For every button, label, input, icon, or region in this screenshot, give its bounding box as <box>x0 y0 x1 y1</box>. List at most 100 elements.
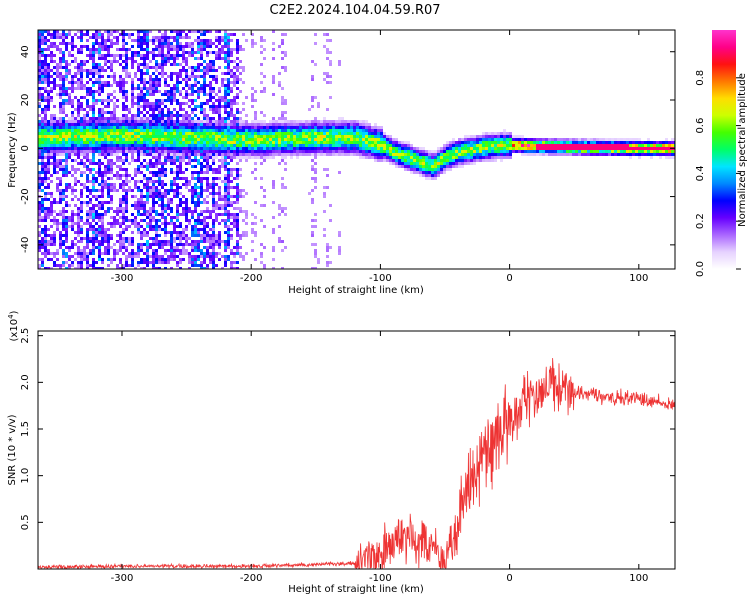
heatmap-cell <box>371 147 374 150</box>
heatmap-cell <box>218 159 221 162</box>
heatmap-cell <box>41 246 44 249</box>
heatmap-cell <box>65 60 68 63</box>
heatmap-cell <box>128 111 131 114</box>
heatmap-cell <box>44 231 47 234</box>
heatmap-cell <box>383 138 386 141</box>
heatmap-cell <box>425 165 428 168</box>
heatmap-cell <box>140 243 143 246</box>
heatmap-cell <box>359 123 362 126</box>
heatmap-cell <box>161 63 164 66</box>
heatmap-cell <box>494 141 497 144</box>
heatmap-cell <box>53 237 56 240</box>
heatmap-cell <box>230 72 233 75</box>
heatmap-cell <box>224 225 227 228</box>
heatmap-cell <box>176 123 179 126</box>
heatmap-cell <box>431 174 434 177</box>
heatmap-cell <box>335 126 338 129</box>
heatmap-cell <box>242 120 245 123</box>
heatmap-cell <box>83 114 86 117</box>
heatmap-cell <box>350 144 353 147</box>
heatmap-cell <box>344 120 347 123</box>
heatmap-cell <box>296 123 299 126</box>
heatmap-cell <box>170 42 173 45</box>
heatmap-cell <box>215 153 218 156</box>
heatmap-cell <box>305 141 308 144</box>
heatmap-cell <box>338 234 341 237</box>
heatmap-cell <box>107 171 110 174</box>
heatmap-cell <box>188 99 191 102</box>
heatmap-cell <box>212 225 215 228</box>
heatmap-cell <box>500 156 503 159</box>
heatmap-cell <box>311 219 314 222</box>
heatmap-cell <box>503 132 506 135</box>
heatmap-cell <box>176 255 179 258</box>
heatmap-cell <box>65 114 68 117</box>
heatmap-cell <box>173 120 176 123</box>
heatmap-cell <box>44 69 47 72</box>
heatmap-cell <box>83 96 86 99</box>
heatmap-cell <box>71 186 74 189</box>
heatmap-cell <box>104 141 107 144</box>
heatmap-cell <box>74 231 77 234</box>
heatmap-cell <box>38 225 41 228</box>
heatmap-cell <box>212 102 215 105</box>
heatmap-cell <box>251 135 254 138</box>
heatmap-cell <box>164 195 167 198</box>
heatmap-cell <box>401 141 404 144</box>
heatmap-cell <box>146 180 149 183</box>
heatmap-cell <box>173 153 176 156</box>
heatmap-cell <box>329 63 332 66</box>
heatmap-cell <box>116 264 119 267</box>
heatmap-cell <box>455 150 458 153</box>
heatmap-cell <box>227 255 230 258</box>
heatmap-cell <box>203 261 206 264</box>
heatmap-cell <box>233 141 236 144</box>
heatmap-cell <box>242 150 245 153</box>
heatmap-cell <box>107 117 110 120</box>
heatmap-cell <box>338 63 341 66</box>
heatmap-cell <box>77 84 80 87</box>
heatmap-cell <box>56 126 59 129</box>
heatmap-cell <box>41 252 44 255</box>
heatmap-cell <box>167 147 170 150</box>
heatmap-cell <box>185 228 188 231</box>
heatmap-cell <box>86 195 89 198</box>
heatmap-cell <box>44 96 47 99</box>
heatmap-cell <box>413 150 416 153</box>
heatmap-cell <box>137 66 140 69</box>
heatmap-cell <box>314 141 317 144</box>
heatmap-cell <box>251 45 254 48</box>
heatmap-cell <box>233 81 236 84</box>
heatmap-cell <box>431 162 434 165</box>
heatmap-cell <box>134 180 137 183</box>
heatmap-cell <box>500 150 503 153</box>
heatmap-cell <box>182 87 185 90</box>
heatmap-cell <box>326 147 329 150</box>
heatmap-cell <box>254 141 257 144</box>
heatmap-cell <box>320 150 323 153</box>
heatmap-cell <box>191 48 194 51</box>
heatmap-cell <box>68 225 71 228</box>
heatmap-cell <box>140 162 143 165</box>
heatmap-cell <box>233 48 236 51</box>
heatmap-cell <box>338 132 341 135</box>
heatmap-cell <box>506 141 509 144</box>
heatmap-cell <box>488 138 491 141</box>
heatmap-cell <box>110 129 113 132</box>
heatmap-cell <box>182 123 185 126</box>
heatmap-cell <box>164 126 167 129</box>
heatmap-cell <box>53 87 56 90</box>
heatmap-cell <box>359 132 362 135</box>
heatmap-cell <box>281 156 284 159</box>
heatmap-cell <box>182 252 185 255</box>
heatmap-cell <box>116 267 119 269</box>
heatmap-cell <box>47 258 50 261</box>
heatmap-cell <box>113 36 116 39</box>
heatmap-cell <box>92 204 95 207</box>
heatmap-cell <box>164 81 167 84</box>
heatmap-cell <box>77 120 80 123</box>
heatmap-cell <box>206 147 209 150</box>
heatmap-cell <box>215 234 218 237</box>
heatmap-cell <box>101 189 104 192</box>
heatmap-cell <box>248 138 251 141</box>
